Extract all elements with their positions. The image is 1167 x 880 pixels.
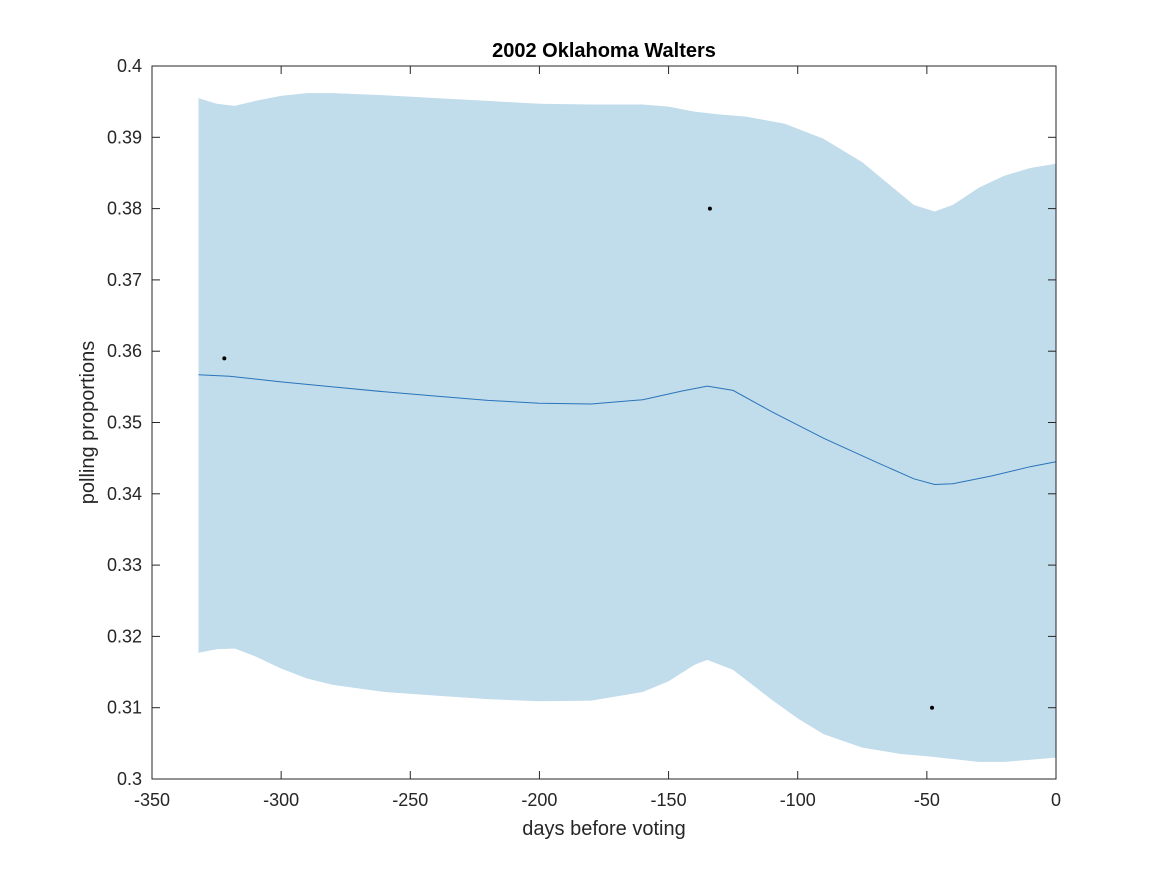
y-tick-label: 0.36 bbox=[107, 341, 142, 361]
y-tick-label: 0.37 bbox=[107, 270, 142, 290]
y-tick-label: 0.38 bbox=[107, 199, 142, 219]
y-tick-label: 0.3 bbox=[117, 769, 142, 789]
x-tick-label: -100 bbox=[780, 790, 816, 810]
mean-line bbox=[198, 374, 1057, 486]
observation-point bbox=[222, 356, 227, 361]
x-tick-label: -300 bbox=[263, 790, 299, 810]
observation-points bbox=[222, 206, 935, 710]
y-tick-label: 0.35 bbox=[107, 413, 142, 433]
y-axis: 0.3 0.31 0.32 0.33 0.34 0.35 0.36 0.37 0.38 0.39 0… bbox=[107, 56, 1056, 789]
x-axis-label: days before voting bbox=[522, 818, 685, 840]
y-axis-label: polling proportions bbox=[77, 341, 99, 504]
x-axis: -350 -300 -250 -200 -150 -100 -50 0 bbox=[134, 66, 1061, 810]
observation-point bbox=[930, 705, 935, 710]
y-tick-label: 0.34 bbox=[107, 484, 142, 504]
x-tick-label: -350 bbox=[134, 790, 170, 810]
x-tick-label: 0 bbox=[1051, 790, 1061, 810]
x-tick-label: -50 bbox=[914, 790, 940, 810]
plot-area bbox=[198, 93, 1057, 762]
x-tick-label: -150 bbox=[651, 790, 687, 810]
observation-point bbox=[707, 206, 712, 211]
confidence-band bbox=[198, 93, 1056, 762]
y-tick-label: 0.4 bbox=[117, 56, 142, 76]
x-tick-label: -250 bbox=[392, 790, 428, 810]
chart-title: 2002 Oklahoma Walters bbox=[492, 40, 716, 62]
y-tick-label: 0.39 bbox=[107, 127, 142, 147]
x-tick-label: -200 bbox=[521, 790, 557, 810]
y-tick-label: 0.32 bbox=[107, 626, 142, 646]
y-tick-label: 0.31 bbox=[107, 698, 142, 718]
y-tick-label: 0.33 bbox=[107, 555, 142, 575]
